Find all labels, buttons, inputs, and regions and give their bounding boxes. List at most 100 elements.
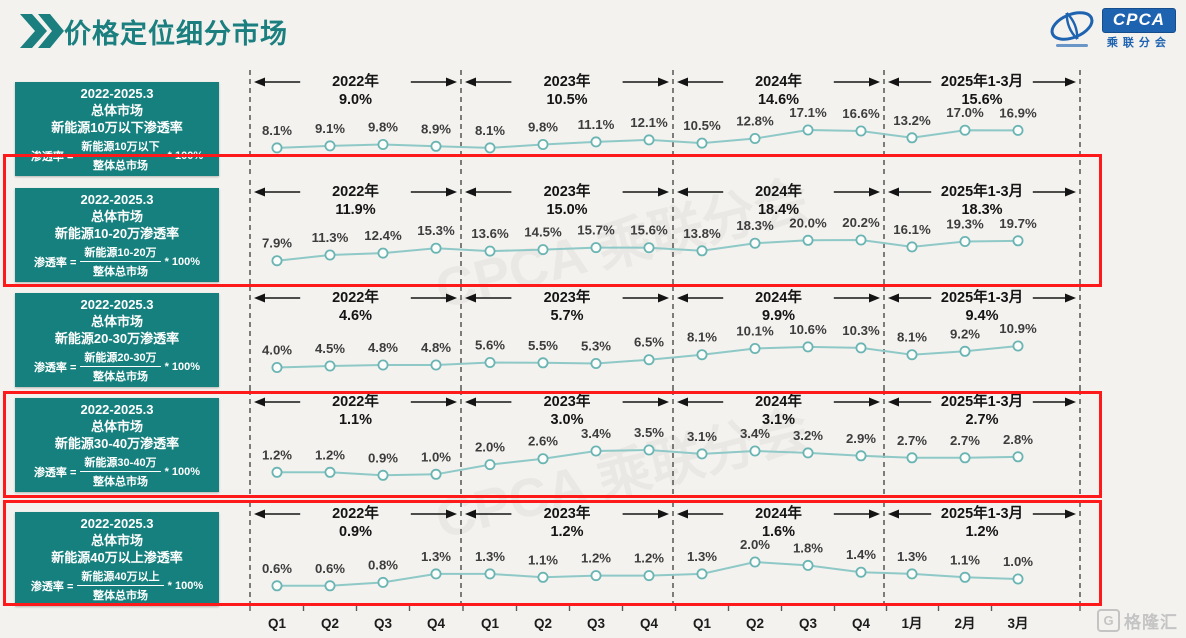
data-point: [643, 570, 655, 582]
data-point: [377, 576, 389, 588]
formula-fraction: 新能源10-20万 整体总市场: [80, 244, 161, 279]
x-axis-label: Q1: [268, 616, 287, 631]
row-chart: 2022年 4.6% 2023年 5.7% 2024年 9.9% 2025年1-3月 9.4%…: [249, 286, 1081, 394]
x-axis-label: 2月: [954, 616, 975, 631]
data-point-label: 3.5%: [634, 425, 664, 440]
segment-info-line: 新能源30-40万渗透率: [54, 436, 180, 452]
data-point-label: 2.0%: [475, 440, 505, 455]
data-point-label: 5.6%: [475, 338, 505, 353]
formula-denominator: 整体总市场: [93, 160, 148, 173]
data-point: [696, 568, 708, 580]
x-axis-label: Q4: [640, 616, 659, 631]
x-axis-label: Q1: [481, 616, 500, 631]
data-point-label: 3.4%: [740, 426, 770, 441]
data-point: [324, 249, 336, 261]
data-point-label: 15.6%: [630, 223, 668, 238]
segment-info-line: 总体市场: [90, 313, 143, 329]
data-point: [484, 459, 496, 471]
period-label: 2024年: [755, 288, 802, 306]
data-point: [1012, 340, 1024, 352]
data-point: [1012, 451, 1024, 463]
data-point: [855, 342, 867, 354]
segment-info-box: 2022-2025.3 总体市场 新能源40万以上渗透率 渗透率 = 新能源40万以上整…: [15, 512, 219, 606]
data-point: [324, 360, 336, 372]
data-point-label: 19.7%: [999, 216, 1037, 231]
data-point-label: 2.8%: [1003, 432, 1033, 447]
data-point-label: 8.1%: [475, 123, 505, 138]
formula-prefix: 渗透率 =: [30, 150, 74, 163]
formula-fraction: 新能源30-40万 整体总市场: [80, 454, 161, 489]
title-chevron-icon: [20, 14, 64, 48]
segment-info-line: 新能源20-30万渗透率: [54, 331, 180, 347]
data-point-label: 1.2%: [634, 551, 664, 566]
data-point-label: 3.4%: [581, 426, 611, 441]
data-point: [906, 568, 918, 580]
data-point-label: 9.2%: [950, 326, 980, 341]
data-point-label: 1.2%: [581, 551, 611, 566]
arrow-left-head: [465, 293, 476, 303]
formula-prefix: 渗透率 =: [30, 580, 74, 593]
penetration-formula: 渗透率 = 新能源40万以上 整体总市场 * 100%: [31, 568, 203, 603]
arrow-right-head: [446, 77, 457, 87]
arrow-left-head: [888, 397, 899, 407]
data-point-label: 0.8%: [368, 557, 398, 572]
segment-info-line: 总体市场: [90, 532, 143, 548]
data-point-label: 4.8%: [368, 340, 398, 355]
arrow-left-head: [677, 187, 688, 197]
segment-info-line: 2022-2025.3: [80, 85, 154, 101]
data-point: [484, 142, 496, 154]
data-point: [537, 357, 549, 369]
period-average-value: 14.6%: [758, 92, 799, 108]
data-point: [271, 255, 283, 267]
formula-numerator: 新能源10-20万: [80, 244, 161, 263]
data-point-label: 5.3%: [581, 339, 611, 354]
data-point: [959, 345, 971, 357]
data-point-label: 1.3%: [897, 549, 927, 564]
data-point: [377, 139, 389, 151]
period-average-value: 3.0%: [550, 412, 583, 428]
x-axis-label: 3月: [1007, 616, 1028, 631]
data-point-label: 9.8%: [528, 120, 558, 135]
formula-suffix: * 100%: [167, 149, 204, 162]
period-label: 2022年: [332, 288, 379, 306]
arrow-left-head: [677, 77, 688, 87]
arrow-right-head: [869, 77, 880, 87]
period-label: 2022年: [332, 182, 379, 200]
row-chart: 2022年 9.0% 2023年 10.5% 2024年 14.6% 2025年1-3月 15…: [249, 70, 1081, 178]
cpca-logo-text: CPCA: [1101, 8, 1176, 33]
row-chart: 2022年 1.1% 2023年 3.0% 2024年 3.1% 2025年1-3月 2.7%…: [249, 390, 1081, 498]
period-average-value: 4.6%: [339, 308, 372, 324]
data-point: [643, 134, 655, 146]
data-point: [906, 452, 918, 464]
arrow-left-head: [677, 397, 688, 407]
data-point-label: 1.1%: [950, 552, 980, 567]
x-axis-label: Q3: [587, 616, 606, 631]
arrow-left-head: [888, 77, 899, 87]
data-point-label: 1.3%: [421, 549, 451, 564]
data-point: [271, 466, 283, 478]
data-point-label: 8.1%: [687, 330, 717, 345]
formula-denominator: 整体总市场: [92, 371, 148, 384]
arrow-right-head: [869, 293, 880, 303]
arrow-right-head: [869, 187, 880, 197]
arrow-left-head: [888, 187, 899, 197]
data-point-label: 15.7%: [577, 223, 615, 238]
data-point: [324, 140, 336, 152]
arrow-left-head: [254, 509, 265, 519]
data-point-label: 1.0%: [421, 449, 451, 464]
data-point-label: 4.5%: [315, 341, 345, 356]
penetration-formula: 渗透率 = 新能源30-40万 整体总市场 * 100%: [34, 454, 200, 489]
data-point: [377, 359, 389, 371]
data-point: [855, 450, 867, 462]
cpca-logo-subtext: 乘联分会: [1106, 37, 1171, 49]
data-point: [271, 142, 283, 154]
data-point-label: 1.2%: [262, 447, 292, 462]
formula-suffix: * 100%: [167, 579, 204, 592]
data-point: [1012, 235, 1024, 247]
data-point: [802, 234, 814, 246]
data-point-label: 12.8%: [736, 114, 774, 129]
data-point: [537, 453, 549, 465]
data-point: [643, 444, 655, 456]
arrow-left-head: [677, 509, 688, 519]
